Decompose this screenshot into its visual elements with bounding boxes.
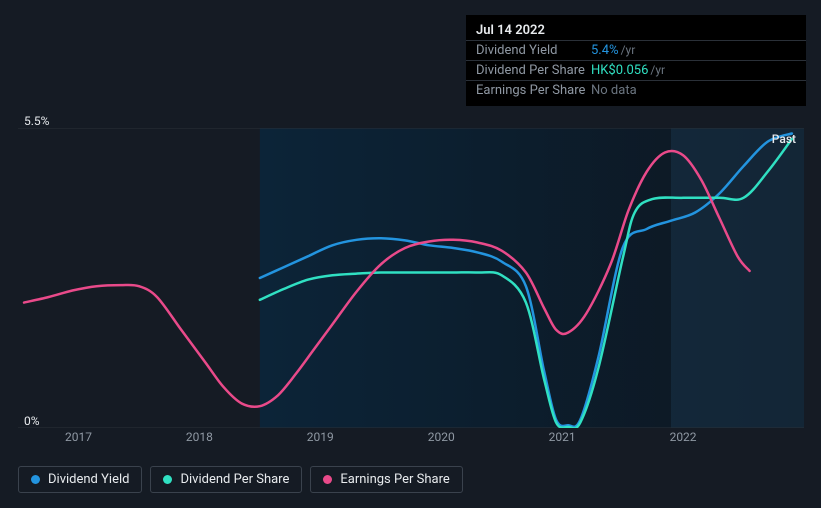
tooltip-unit: /yr [650, 63, 665, 78]
tooltip-label: Dividend Yield [476, 43, 591, 58]
past-label: Past [772, 132, 796, 146]
legend-item[interactable]: Earnings Per Share [310, 466, 462, 493]
legend-item[interactable]: Dividend Per Share [150, 466, 302, 493]
x-axis-tick: 2021 [549, 430, 576, 444]
tooltip-value: 5.4% [591, 43, 619, 58]
x-axis-tick: 2022 [670, 430, 697, 444]
tooltip-panel: Jul 14 2022 Dividend Yield5.4% /yrDivide… [466, 15, 806, 106]
legend-label: Dividend Yield [48, 472, 129, 487]
tooltip-unit: /yr [621, 43, 636, 58]
legend-dot-icon [163, 475, 172, 484]
legend-label: Dividend Per Share [180, 472, 289, 487]
legend-dot-icon [31, 475, 40, 484]
y-axis-label: 5.5% [24, 114, 49, 128]
x-axis-tick: 2019 [307, 430, 334, 444]
y-axis-label: 0% [24, 414, 40, 428]
tooltip-date-row: Jul 14 2022 [466, 21, 806, 41]
tooltip-value: No data [591, 83, 637, 98]
tooltip-value: HK$0.056 [591, 63, 648, 78]
chart-area: 2017 2018 2019 2020 2021 2022 5.5% 0% Past [18, 108, 804, 448]
tooltip-row: Dividend Yield5.4% /yr [466, 41, 806, 61]
tooltip-label: Earnings Per Share [476, 83, 591, 98]
legend-dot-icon [323, 475, 332, 484]
x-axis-tick: 2017 [65, 430, 92, 444]
x-axis: 2017 2018 2019 2020 2021 2022 [18, 430, 804, 448]
legend-item[interactable]: Dividend Yield [18, 466, 142, 493]
x-axis-tick: 2018 [186, 430, 213, 444]
tooltip-date: Jul 14 2022 [476, 23, 545, 38]
x-axis-tick: 2020 [428, 430, 455, 444]
chart-plot[interactable] [18, 128, 804, 428]
tooltip-row: Earnings Per ShareNo data [466, 81, 806, 100]
tooltip-row: Dividend Per ShareHK$0.056 /yr [466, 61, 806, 81]
legend-label: Earnings Per Share [340, 472, 449, 487]
tooltip-label: Dividend Per Share [476, 63, 591, 78]
legend: Dividend Yield Dividend Per Share Earnings… [18, 466, 463, 493]
chart-svg [18, 128, 804, 428]
